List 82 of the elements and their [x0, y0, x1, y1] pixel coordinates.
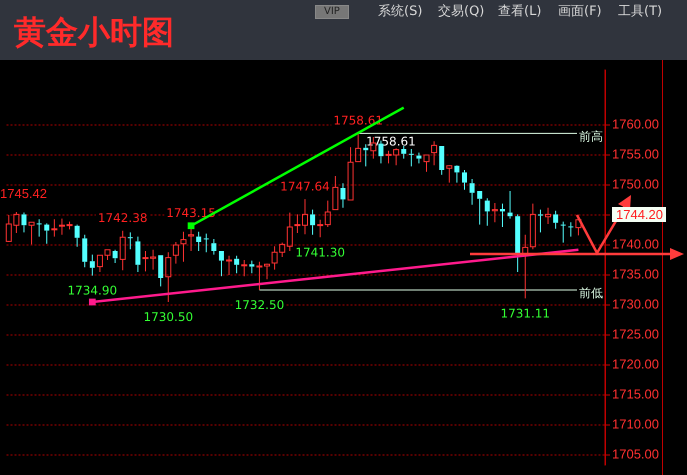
candlestick	[310, 209, 316, 236]
candlestick	[560, 221, 566, 244]
candlestick	[575, 218, 582, 236]
annotation: 1741.30	[295, 245, 345, 260]
candlestick	[172, 242, 179, 264]
candlestick	[470, 178, 475, 206]
chart-title: 黄金小时图	[14, 13, 174, 51]
candlestick	[477, 191, 482, 226]
candlestick	[545, 207, 552, 224]
candlestick	[454, 166, 460, 184]
candlestick	[36, 218, 42, 238]
candlestick	[317, 219, 324, 238]
candlestick	[424, 154, 430, 172]
candlestick	[120, 230, 126, 271]
candlestick	[196, 231, 202, 252]
candlestick	[446, 165, 452, 184]
candlestick	[416, 152, 422, 164]
candlestick	[249, 260, 254, 274]
text: 画面(F)	[558, 4, 602, 20]
candlestick	[158, 255, 164, 287]
y-tick-label: 1725.00	[612, 326, 659, 342]
candlestick	[82, 234, 88, 268]
candlestick	[340, 182, 346, 208]
candlestick	[234, 255, 240, 274]
candlestick	[28, 222, 35, 245]
candlestick	[286, 212, 293, 252]
y-tick-label: 1730.00	[612, 296, 659, 312]
y-tick-label: 1740.00	[612, 236, 659, 252]
candlestick	[44, 222, 50, 244]
candlestick	[180, 231, 186, 262]
y-tick-label: 1705.00	[612, 446, 659, 462]
annotation: 1730.50	[143, 310, 194, 324]
candlestick	[241, 260, 248, 277]
candlestick	[508, 190, 513, 220]
y-tick-label: 1760.00	[612, 116, 659, 132]
y-tick-label: 1710.00	[612, 416, 659, 432]
candlestick	[401, 146, 406, 160]
text: 查看(L)	[498, 4, 542, 20]
annotation: 1747.64	[280, 179, 330, 194]
ref-line-label: 前高	[579, 129, 603, 144]
candlestick	[218, 251, 224, 277]
text: VIP	[315, 5, 349, 19]
candlestick	[515, 214, 520, 272]
candlestick	[204, 233, 209, 253]
candlestick	[226, 255, 232, 276]
annotation: 1732.50	[234, 298, 284, 312]
annotation: 1731.11	[500, 306, 550, 320]
text: 1744.20	[612, 207, 666, 222]
candlestick	[500, 203, 505, 228]
candlestick	[553, 210, 558, 230]
annotation: 1734.90	[68, 284, 118, 298]
candlestick	[51, 218, 58, 238]
candlestick	[90, 254, 95, 276]
annotation: 1743.15	[166, 206, 216, 220]
candlestick	[439, 146, 444, 176]
candlestick	[21, 212, 26, 233]
candlestick	[74, 224, 80, 248]
candlestick	[128, 232, 133, 250]
candlestick	[484, 198, 490, 226]
y-tick-label: 1750.00	[612, 176, 659, 192]
ref-line-label: 前低	[579, 286, 603, 300]
y-tick-label: 1720.00	[612, 356, 659, 372]
candlestick	[135, 236, 140, 272]
candlestick	[165, 252, 172, 302]
candlestick	[431, 140, 438, 166]
candlestick	[408, 148, 414, 167]
text: 工具(T)	[618, 4, 662, 20]
text: 交易(Q)	[438, 4, 484, 20]
candlestick	[462, 170, 467, 190]
candlestick	[568, 222, 574, 238]
candlestick	[492, 202, 498, 223]
annotation: 1745.42	[0, 186, 47, 201]
y-tick-label: 1755.00	[612, 146, 659, 162]
candlestick	[363, 144, 368, 167]
annotation: 1742.38	[98, 210, 148, 225]
candlestick	[324, 200, 331, 228]
candlestick	[112, 249, 118, 264]
candlestick	[332, 176, 338, 210]
y-tick-label: 1715.00	[612, 386, 659, 402]
y-tick-label: 1735.00	[612, 266, 659, 282]
text: 系统(S)	[378, 4, 422, 20]
candlestick	[211, 238, 216, 256]
